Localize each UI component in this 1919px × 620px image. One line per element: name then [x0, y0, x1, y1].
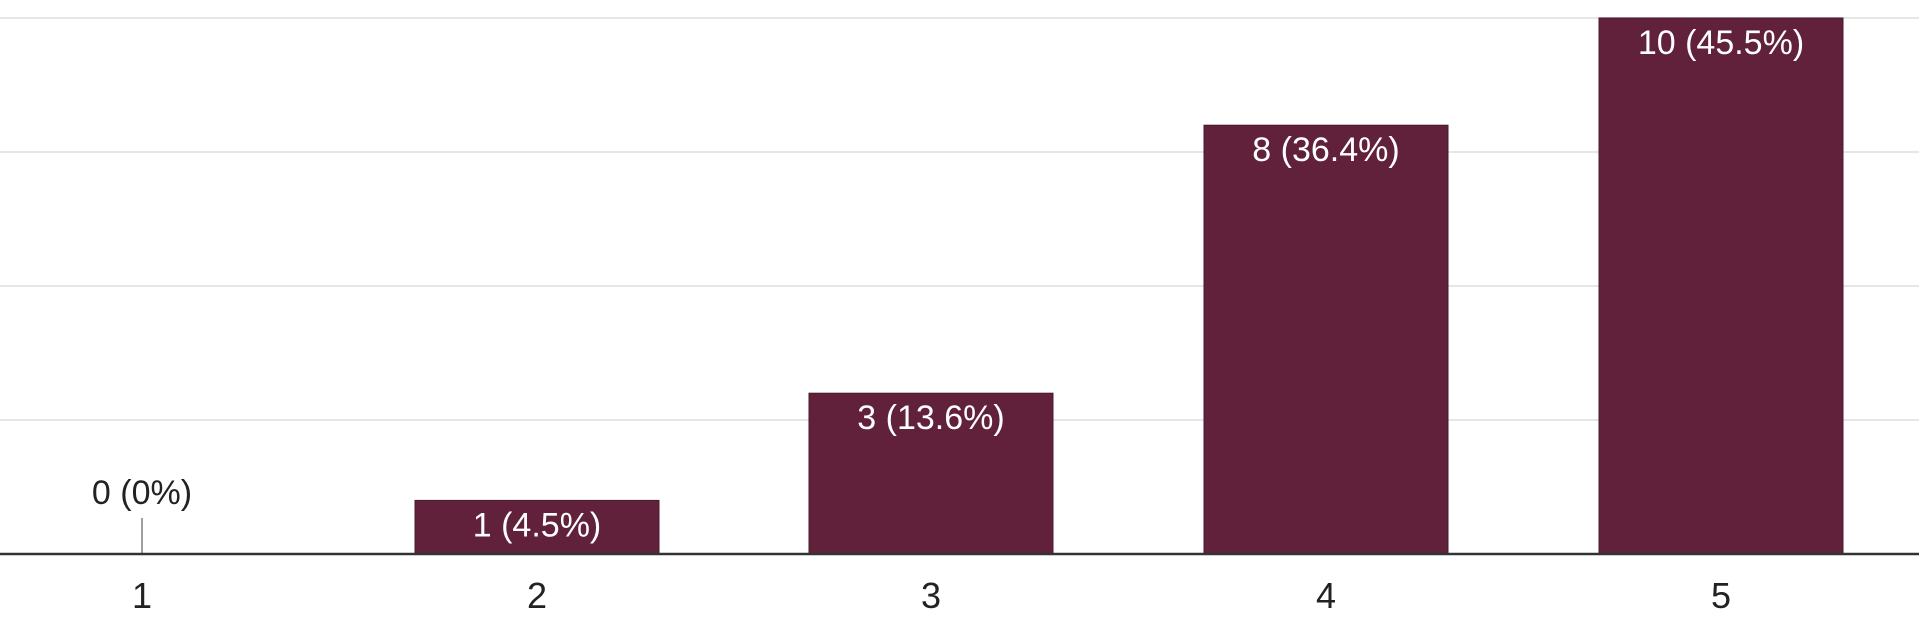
bars — [141, 17, 1844, 555]
x-tick-label-5: 5 — [1711, 575, 1731, 616]
data-label-3: 3 (13.6%) — [857, 399, 1004, 437]
x-tick-label-3: 3 — [921, 575, 941, 616]
x-tick-label-4: 4 — [1316, 575, 1336, 616]
bar-4 — [1203, 124, 1449, 555]
data-label-1: 0 (0%) — [92, 474, 192, 512]
data-label-5: 10 (45.5%) — [1638, 24, 1804, 62]
data-label-2: 1 (4.5%) — [473, 506, 602, 544]
x-tick-label-2: 2 — [527, 575, 547, 616]
bar-5 — [1598, 17, 1844, 555]
x-axis-tick-labels: 1 2 3 4 5 — [132, 575, 1731, 616]
x-tick-label-1: 1 — [132, 575, 152, 616]
data-label-4: 8 (36.4%) — [1252, 131, 1399, 169]
data-labels: 0 (0%) 1 (4.5%) 3 (13.6%) 8 (36.4%) 10 (45.5… — [92, 24, 1804, 544]
bar-2 — [414, 499, 660, 555]
bar-3 — [808, 392, 1054, 555]
